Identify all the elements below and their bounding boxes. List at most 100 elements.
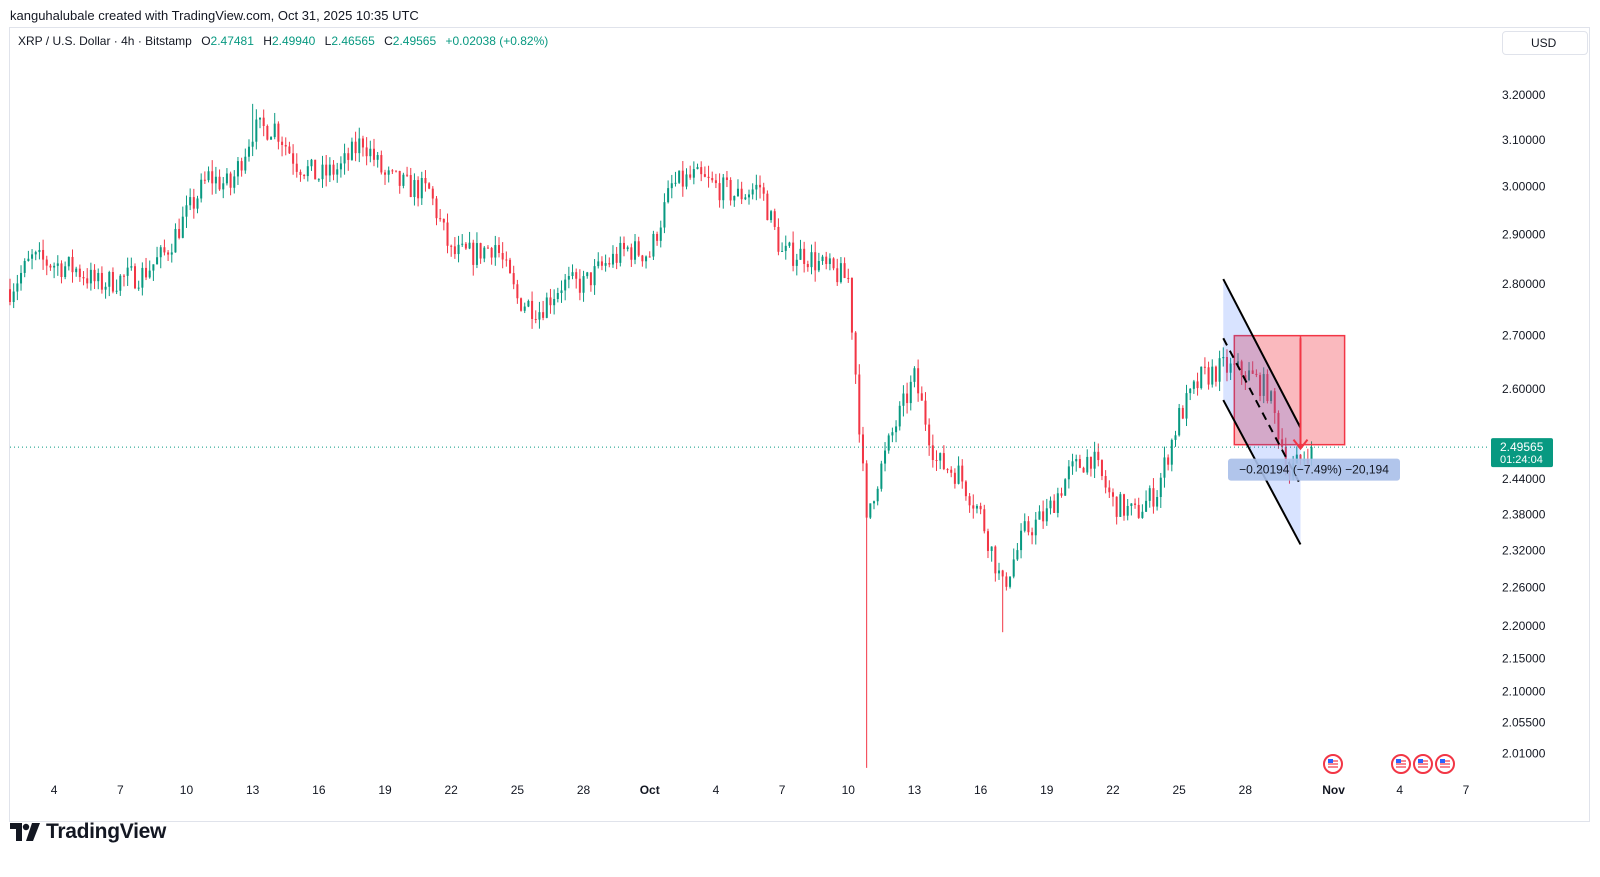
- candle-body: [1248, 370, 1251, 381]
- candle-body: [659, 227, 662, 241]
- candle-body: [928, 424, 931, 446]
- candle-body: [1119, 494, 1122, 517]
- low-label: L: [324, 34, 332, 48]
- candle-body: [211, 171, 214, 184]
- candle-body: [372, 148, 375, 160]
- candle-body: [1152, 488, 1155, 507]
- candle-body: [111, 272, 114, 292]
- candle-body: [939, 453, 942, 461]
- candle-body: [130, 266, 133, 268]
- candle-body: [501, 252, 504, 260]
- x-tick-label: 25: [511, 783, 525, 797]
- candle-body: [1001, 570, 1004, 577]
- candle-body: [784, 245, 787, 251]
- candle-body: [181, 216, 184, 238]
- x-tick-label: Oct: [640, 783, 660, 797]
- candle-body: [1148, 488, 1151, 501]
- candle-body: [350, 141, 353, 160]
- channel-upper-line[interactable]: [1222, 278, 1302, 429]
- candle-body: [86, 278, 89, 284]
- candle-body: [137, 287, 140, 289]
- candle-body: [648, 256, 651, 258]
- candle-body: [836, 268, 839, 283]
- candle-body: [409, 175, 412, 197]
- candle-body: [810, 252, 813, 268]
- symbol-title[interactable]: XRP / U.S. Dollar · 4h · Bitstamp: [18, 34, 192, 48]
- candle-body: [34, 252, 37, 255]
- candle-body: [174, 228, 177, 253]
- candle-body: [20, 272, 23, 284]
- candle-body: [512, 273, 515, 285]
- currency-button[interactable]: USD: [1502, 31, 1588, 55]
- candle-body: [604, 263, 607, 266]
- candle-body: [1225, 357, 1228, 373]
- candle-body: [1108, 487, 1111, 493]
- candle-body: [1056, 493, 1059, 513]
- candle-body: [825, 256, 828, 265]
- candle-body: [450, 245, 453, 247]
- candle-body: [854, 332, 857, 375]
- candle-body: [861, 434, 864, 464]
- candle-body: [821, 256, 824, 262]
- x-tick-label: 22: [445, 783, 459, 797]
- candle-body: [898, 405, 901, 427]
- candle-body: [880, 463, 883, 489]
- candle-body: [906, 393, 909, 404]
- candle-body: [1192, 381, 1195, 389]
- candle-body: [1189, 388, 1192, 394]
- candle-body: [310, 159, 313, 167]
- y-tick-label: 3.20000: [1502, 88, 1546, 102]
- candle-body: [1200, 366, 1203, 389]
- tradingview-logo[interactable]: TradingView: [10, 820, 166, 844]
- candle-body: [747, 194, 751, 198]
- candle-body: [277, 123, 280, 142]
- x-tick-label: 4: [51, 783, 58, 797]
- candle-body: [942, 453, 945, 470]
- candle-body: [225, 173, 228, 184]
- candle-body: [1207, 367, 1210, 385]
- candle-body: [365, 147, 368, 157]
- candle-body: [1111, 492, 1114, 497]
- short-position-box[interactable]: [1233, 334, 1346, 446]
- candle-body: [122, 275, 125, 277]
- candle-body: [483, 247, 486, 259]
- candle-body: [38, 249, 41, 253]
- candle-body: [428, 183, 431, 189]
- candle-body: [75, 268, 78, 273]
- x-tick-label: 7: [779, 783, 786, 797]
- candle-body: [45, 259, 48, 266]
- candle-body: [145, 267, 148, 278]
- candle-body: [413, 180, 416, 197]
- candle-body: [431, 188, 434, 199]
- x-tick-label: 28: [577, 783, 591, 797]
- candle-body: [361, 138, 364, 148]
- x-tick-label: 13: [246, 783, 260, 797]
- candle-body: [681, 170, 684, 187]
- high-value: 2.49940: [271, 34, 316, 48]
- candle-body: [1067, 466, 1070, 480]
- candle-body: [876, 488, 879, 502]
- candle-body: [332, 164, 335, 175]
- candle-body: [1005, 576, 1008, 587]
- candle-body: [343, 153, 346, 164]
- x-tick-label: 19: [1040, 783, 1054, 797]
- close-value: 2.49565: [392, 34, 437, 48]
- candle-body: [884, 450, 887, 464]
- candle-body: [1034, 519, 1037, 536]
- candle-body: [472, 242, 475, 265]
- candle-body: [733, 196, 736, 201]
- y-tick-label: 2.70000: [1502, 329, 1546, 343]
- candle-body: [1255, 373, 1258, 376]
- candle-body: [1042, 511, 1045, 522]
- candle-body: [402, 174, 405, 186]
- candle-body: [814, 252, 817, 271]
- candle-body: [380, 155, 383, 173]
- candle-body: [990, 546, 993, 551]
- x-tick-label: 19: [378, 783, 392, 797]
- candle-body: [1156, 496, 1159, 507]
- candle-body: [42, 249, 45, 260]
- x-tick-label: 7: [117, 783, 124, 797]
- candle-body: [806, 263, 809, 268]
- candle-body: [803, 248, 806, 264]
